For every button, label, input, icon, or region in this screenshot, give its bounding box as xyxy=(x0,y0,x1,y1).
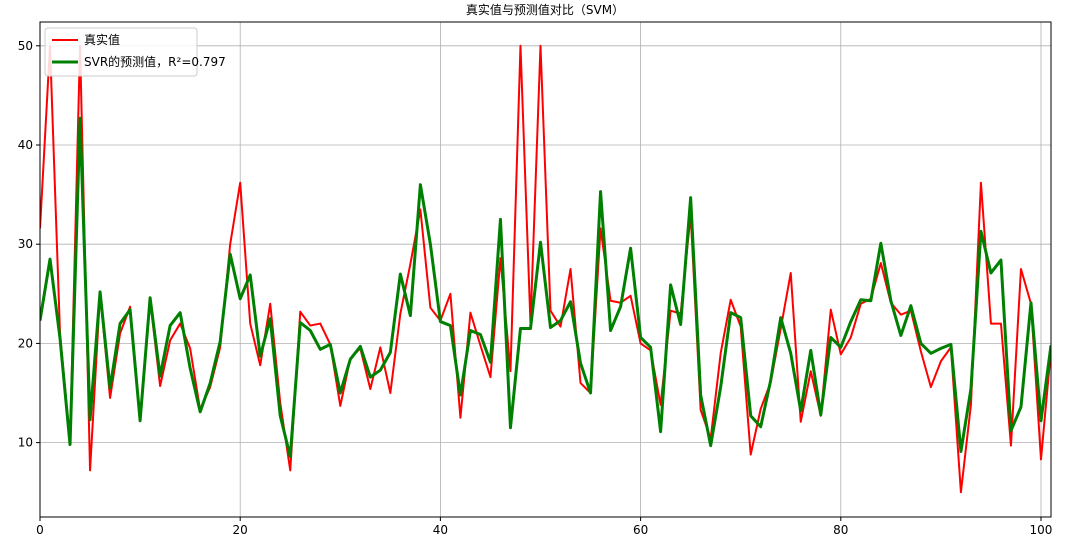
y-tick-label: 30 xyxy=(18,237,33,251)
legend-box xyxy=(44,27,198,77)
data-line xyxy=(40,44,1051,494)
x-tick-label: 20 xyxy=(233,523,248,537)
chart-title: 真实值与预测值对比（SVM） xyxy=(466,2,624,17)
x-tick-label: 60 xyxy=(633,523,648,537)
legend-label: 真实值 xyxy=(84,32,120,47)
legend-label: SVR的预测值，R²=0.797 xyxy=(84,54,226,69)
x-tick-label: 40 xyxy=(433,523,448,537)
y-tick-label: 10 xyxy=(18,436,33,450)
x-tick-label: 80 xyxy=(833,523,848,537)
y-tick-label: 20 xyxy=(18,336,33,350)
plot-frame xyxy=(39,21,1052,518)
data-line xyxy=(40,116,1051,458)
x-tick-label: 0 xyxy=(36,523,44,537)
y-tick-label: 40 xyxy=(18,138,33,152)
x-tick-label: 100 xyxy=(1030,523,1053,537)
y-tick-label: 50 xyxy=(18,39,33,53)
